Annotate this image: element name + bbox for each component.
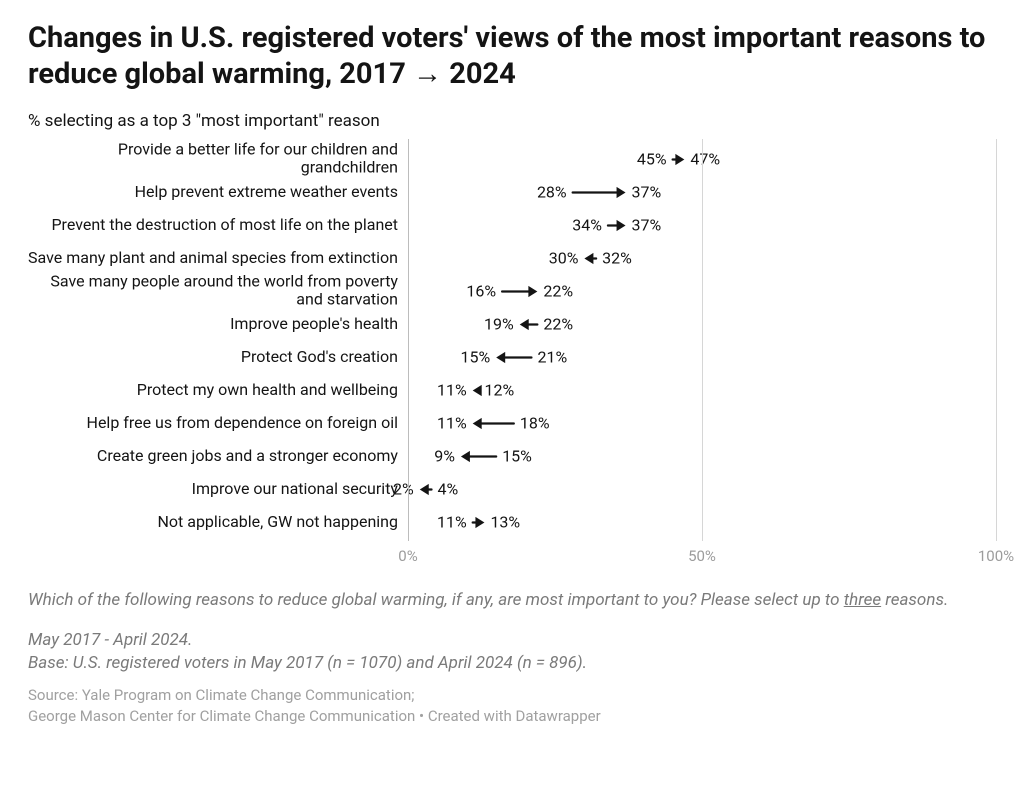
source-line2: George Mason Center for Climate Change C… <box>28 707 601 725</box>
page-root: Changes in U.S. registered voters' views… <box>0 0 1024 806</box>
row-label: Help prevent extreme weather events <box>28 183 398 201</box>
x-tick-label: 0% <box>398 547 417 565</box>
question-post: reasons. <box>881 590 948 610</box>
question-text: Which of the following reasons to reduce… <box>28 589 996 612</box>
row-label: Help free us from dependence on foreign … <box>28 414 398 432</box>
row-label: Improve people's health <box>28 315 398 333</box>
chart-plot: 0%50%100% <box>408 139 996 569</box>
row-label: Protect my own health and wellbeing <box>28 381 398 399</box>
x-tick-label: 50% <box>688 547 716 565</box>
row-label: Prevent the destruction of most life on … <box>28 216 398 234</box>
row-label: Create green jobs and a stronger economy <box>28 447 398 465</box>
row-label: Save many people around the world from p… <box>28 273 398 310</box>
source-line1: Source: Yale Program on Climate Change C… <box>28 686 414 704</box>
chart-title: Changes in U.S. registered voters' views… <box>28 20 996 93</box>
question-underlined: three <box>844 590 881 610</box>
chart-subtitle: % selecting as a top 3 "most important" … <box>28 111 996 131</box>
gridline <box>408 139 409 541</box>
gridline <box>996 139 997 541</box>
x-tick-label: 100% <box>978 547 1014 565</box>
row-label: Protect God's creation <box>28 348 398 366</box>
gridline <box>702 139 703 541</box>
row-label: Improve our national security <box>28 480 398 498</box>
question-pre: Which of the following reasons to reduce… <box>28 590 844 610</box>
row-label: Save many plant and animal species from … <box>28 249 398 267</box>
source-text: Source: Yale Program on Climate Change C… <box>28 685 996 726</box>
row-label: Not applicable, GW not happening <box>28 513 398 531</box>
notes-line1: May 2017 - April 2024. <box>28 630 192 650</box>
notes-text: May 2017 - April 2024. Base: U.S. regist… <box>28 629 996 675</box>
chart-area: Provide a better life for our children a… <box>28 139 996 569</box>
row-label: Provide a better life for our children a… <box>28 141 398 178</box>
notes-line2: Base: U.S. registered voters in May 2017… <box>28 653 587 673</box>
